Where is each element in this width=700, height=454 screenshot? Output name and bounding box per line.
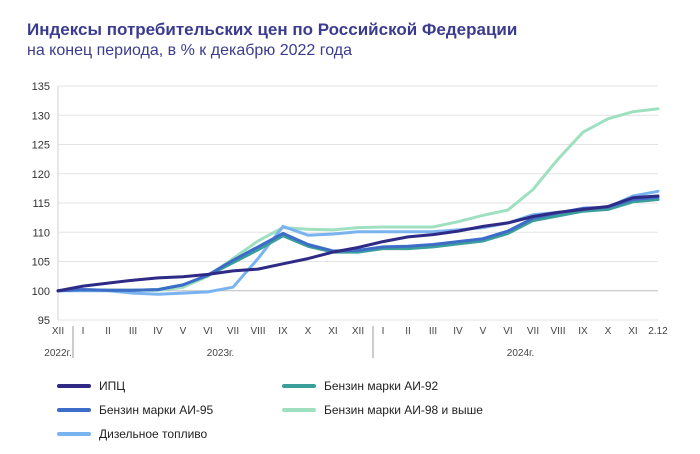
legend-label-ai95: Бензин марки АИ-95: [99, 403, 214, 417]
x-tick-label: I: [82, 326, 85, 337]
series-line: [56, 194, 660, 293]
legend-swatch-ai98: [282, 408, 316, 412]
x-tick-label: VII: [227, 326, 239, 337]
x-tick-label: IV: [453, 326, 463, 337]
x-tick-label: VI: [503, 326, 512, 337]
x-tick-label: XII: [352, 326, 364, 337]
year-label: 2024г.: [507, 348, 534, 359]
x-tick-label: II: [405, 326, 411, 337]
legend-swatch-cpi: [57, 384, 91, 388]
x-tick-label: X: [305, 326, 312, 337]
y-tick-label: 115: [32, 198, 50, 210]
x-tick-label: V: [180, 326, 187, 337]
chart-title: Индексы потребительских цен по Российско…: [27, 20, 518, 39]
legend-item-ai98: Бензин марки АИ-98 и выше: [282, 403, 483, 417]
x-tick-label: II: [105, 326, 111, 337]
x-tick-label: X: [605, 326, 612, 337]
legend-item-diesel: Дизельное топливо: [57, 427, 207, 441]
legend-label-ai98: Бензин марки АИ-98 и выше: [324, 403, 483, 417]
series-line: [56, 107, 660, 293]
legend-label-cpi: ИПЦ: [99, 379, 126, 393]
legend-swatch-diesel: [57, 432, 91, 436]
x-tick-label: VI: [203, 326, 212, 337]
legend-item-cpi: ИПЦ: [57, 379, 125, 393]
y-tick-label: 120: [32, 169, 50, 181]
chart-subtitle: на конец периода, в % к декабрю 2022 год…: [27, 42, 353, 59]
x-tick-label: V: [480, 326, 487, 337]
year-label: 2022г.: [44, 348, 71, 359]
y-tick-label: 110: [32, 227, 50, 239]
x-tick-label: VIII: [550, 326, 565, 337]
y-tick-label: 95: [38, 315, 50, 327]
y-tick-label: 100: [32, 286, 50, 298]
x-tick-label: VIII: [250, 326, 265, 337]
y-tick-label: 125: [32, 140, 50, 152]
x-tick-label: 2.12: [648, 326, 668, 337]
year-label: 2023г.: [207, 348, 234, 359]
y-tick-label: 130: [32, 110, 50, 122]
x-tick-label: III: [429, 326, 437, 337]
x-tick-label: III: [129, 326, 137, 337]
x-tick-label: IV: [153, 326, 163, 337]
x-tick-label: IX: [578, 326, 588, 337]
y-tick-label: 105: [32, 257, 50, 269]
series-line: [56, 198, 660, 293]
legend-item-ai95: Бензин марки АИ-95: [57, 403, 213, 417]
legend-swatch-ai92: [282, 384, 316, 388]
x-tick-label: XI: [328, 326, 337, 337]
legend-label-diesel: Дизельное топливо: [99, 427, 208, 441]
legend-label-ai92: Бензин марки АИ-92: [324, 379, 439, 393]
x-tick-label: XII: [52, 326, 64, 337]
x-tick-label: XI: [628, 326, 637, 337]
legend-item-ai92: Бензин марки АИ-92: [282, 379, 438, 393]
x-tick-label: VII: [527, 326, 539, 337]
legend-swatch-ai95: [57, 408, 91, 412]
x-tick-label: IX: [278, 326, 288, 337]
x-tick-label: I: [382, 326, 385, 337]
y-tick-label: 135: [32, 81, 50, 93]
